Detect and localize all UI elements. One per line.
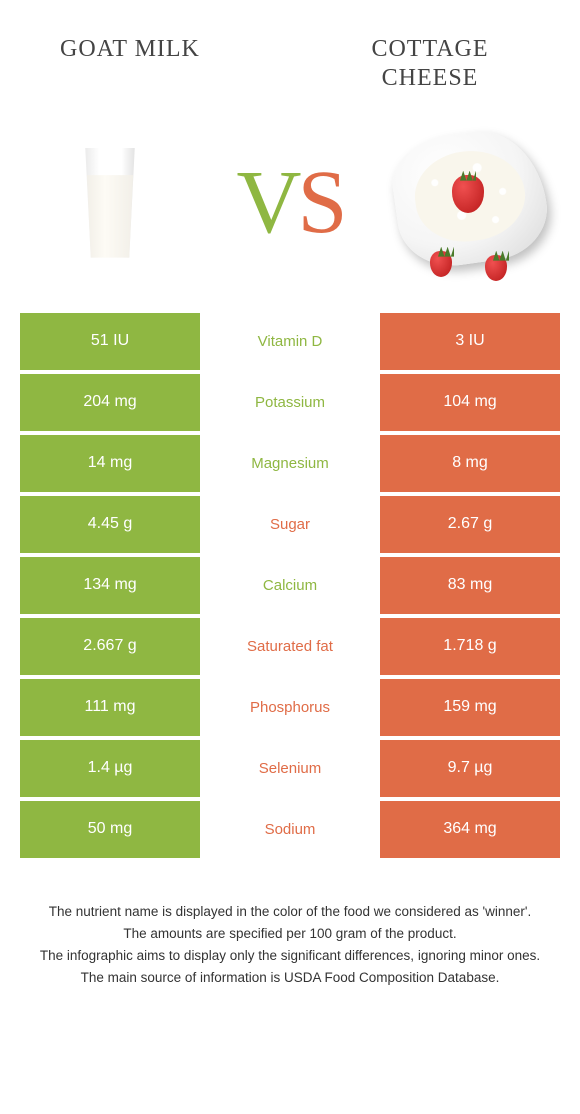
vs-s: S	[297, 153, 343, 252]
table-row: 4.45 gSugar2.67 g	[20, 496, 560, 553]
cottage-cheese-image	[390, 123, 550, 283]
table-row: 2.667 gSaturated fat1.718 g	[20, 618, 560, 675]
header: Goat milk Cottage cheese	[0, 0, 580, 103]
left-value: 50 mg	[20, 801, 200, 858]
left-value: 51 IU	[20, 313, 200, 370]
nutrient-name: Potassium	[200, 374, 380, 431]
table-row: 134 mgCalcium83 mg	[20, 557, 560, 614]
strawberry-icon	[485, 255, 507, 281]
table-row: 14 mgMagnesium8 mg	[20, 435, 560, 492]
left-food-title: Goat milk	[50, 35, 250, 93]
nutrient-name: Vitamin D	[200, 313, 380, 370]
footer-line: The amounts are specified per 100 gram o…	[20, 924, 560, 944]
right-value: 1.718 g	[380, 618, 560, 675]
right-value: 8 mg	[380, 435, 560, 492]
goat-milk-image	[30, 123, 190, 283]
table-row: 51 IUVitamin D3 IU	[20, 313, 560, 370]
table-row: 111 mgPhosphorus159 mg	[20, 679, 560, 736]
right-value: 9.7 µg	[380, 740, 560, 797]
strawberry-icon	[452, 175, 484, 213]
left-value: 111 mg	[20, 679, 200, 736]
right-value: 2.67 g	[380, 496, 560, 553]
right-value: 104 mg	[380, 374, 560, 431]
nutrient-name: Magnesium	[200, 435, 380, 492]
table-row: 204 mgPotassium104 mg	[20, 374, 560, 431]
footer-line: The main source of information is USDA F…	[20, 968, 560, 988]
right-value: 364 mg	[380, 801, 560, 858]
strawberry-icon	[430, 251, 452, 277]
nutrient-name: Sodium	[200, 801, 380, 858]
footer-line: The infographic aims to display only the…	[20, 946, 560, 966]
nutrient-table: 51 IUVitamin D3 IU204 mgPotassium104 mg1…	[20, 313, 560, 858]
left-value: 2.667 g	[20, 618, 200, 675]
footer-notes: The nutrient name is displayed in the co…	[0, 862, 580, 989]
left-value: 204 mg	[20, 374, 200, 431]
nutrient-name: Selenium	[200, 740, 380, 797]
right-food-title: Cottage cheese	[330, 35, 530, 93]
left-value: 14 mg	[20, 435, 200, 492]
nutrient-name: Calcium	[200, 557, 380, 614]
right-value: 159 mg	[380, 679, 560, 736]
vs-v: V	[236, 153, 297, 252]
left-value: 1.4 µg	[20, 740, 200, 797]
nutrient-name: Sugar	[200, 496, 380, 553]
footer-line: The nutrient name is displayed in the co…	[20, 902, 560, 922]
nutrient-name: Phosphorus	[200, 679, 380, 736]
left-value: 4.45 g	[20, 496, 200, 553]
nutrient-name: Saturated fat	[200, 618, 380, 675]
table-row: 1.4 µgSelenium9.7 µg	[20, 740, 560, 797]
right-value: 83 mg	[380, 557, 560, 614]
right-value: 3 IU	[380, 313, 560, 370]
left-value: 134 mg	[20, 557, 200, 614]
milk-glass-icon	[83, 148, 138, 258]
table-row: 50 mgSodium364 mg	[20, 801, 560, 858]
vs-label: VS	[236, 151, 343, 254]
hero-row: VS	[0, 103, 580, 313]
